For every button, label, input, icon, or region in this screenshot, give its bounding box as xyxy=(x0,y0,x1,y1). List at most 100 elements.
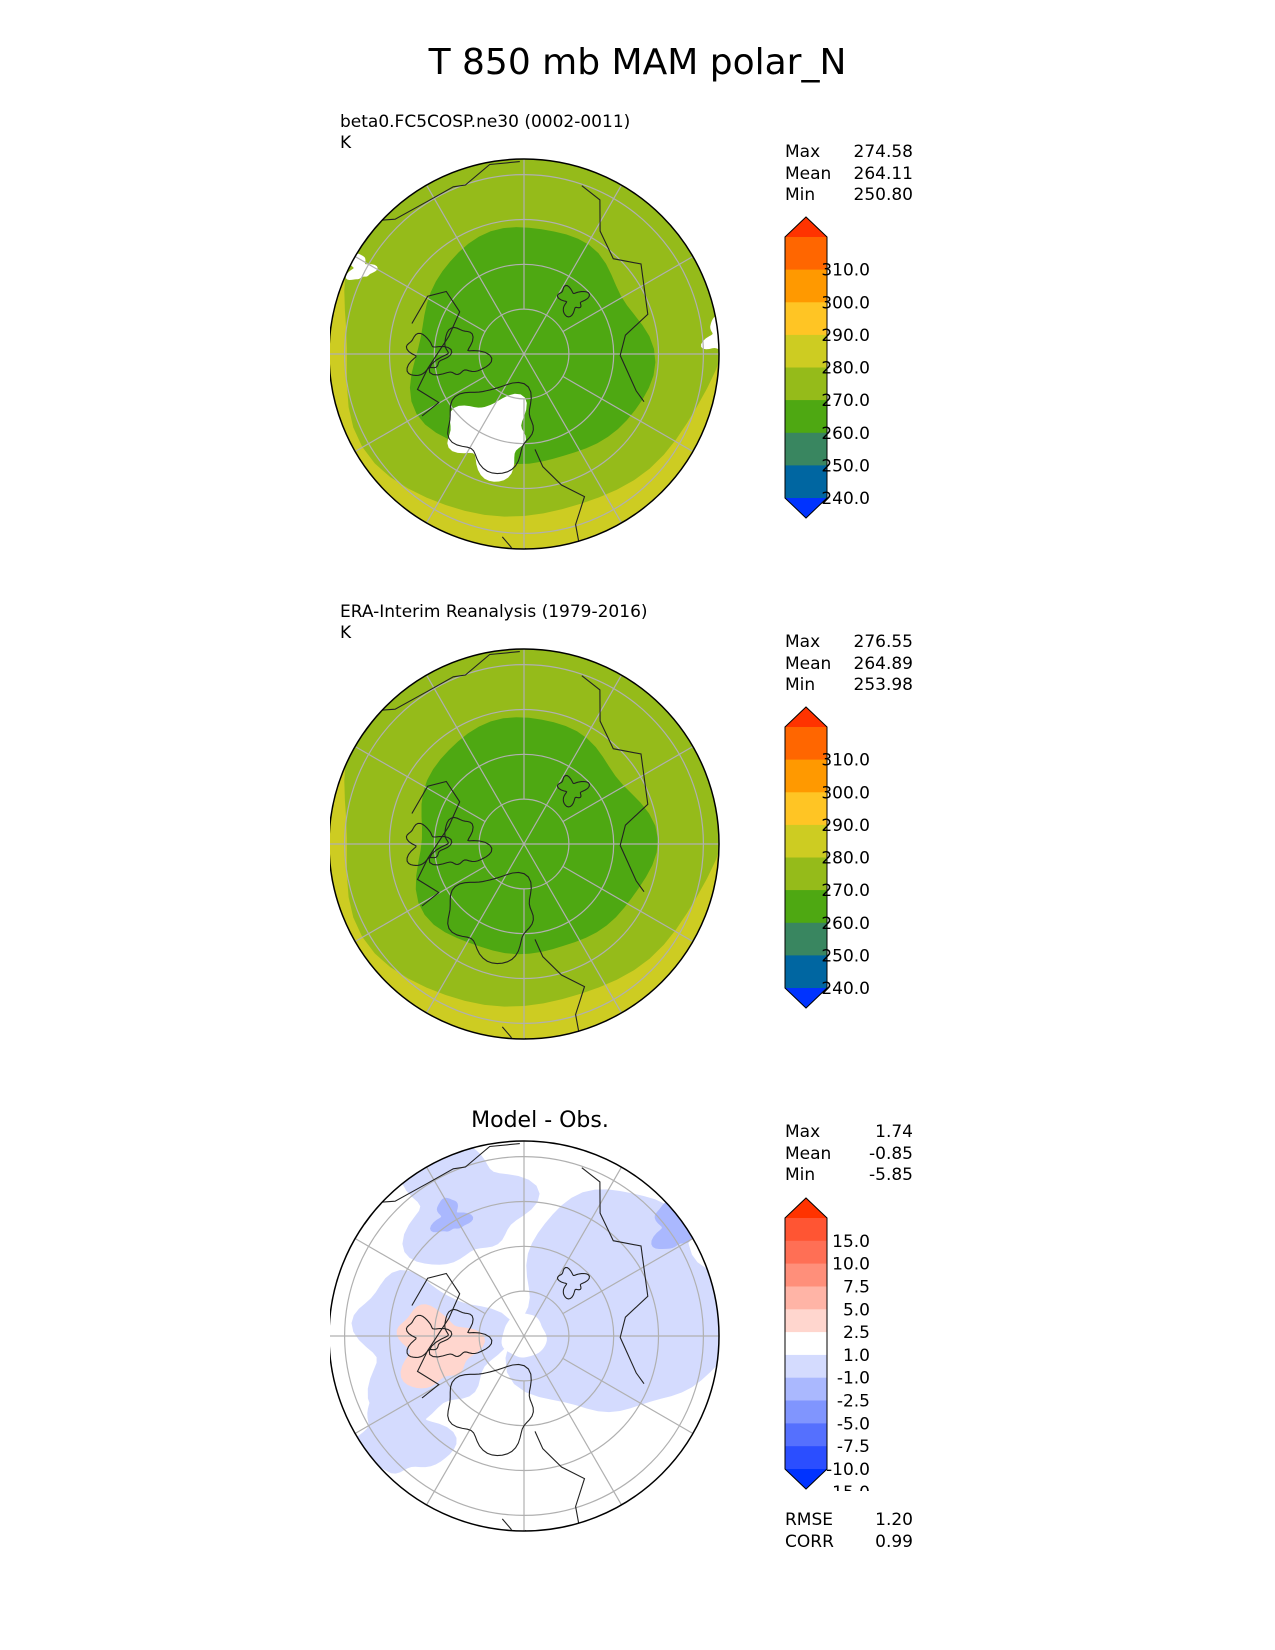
stat-max-value: 274.58 xyxy=(853,142,913,162)
colorbar-tick-label: 240.0 xyxy=(821,979,870,999)
colorbar-segment xyxy=(785,1240,827,1265)
siberia-coastline xyxy=(581,1167,649,1385)
stat-max-label: Max xyxy=(785,632,821,652)
panel3-map-fields xyxy=(330,1140,720,1532)
siberia-coastline xyxy=(581,185,649,403)
colorbar-tick-label: 260.0 xyxy=(821,914,870,934)
arctic-islands-coastline xyxy=(428,326,493,376)
stat-mean-value: 264.11 xyxy=(853,163,913,184)
arctic-islands-coastline xyxy=(428,816,493,866)
meridian-line xyxy=(425,674,503,806)
greenland-coastline xyxy=(447,1363,534,1457)
stat-mean-value: 264.89 xyxy=(853,653,913,674)
rmse-value: 1.20 xyxy=(875,1510,913,1530)
europe-coastline xyxy=(534,449,586,549)
colorbar-segment xyxy=(785,432,827,466)
corr-label: CORR xyxy=(785,1531,834,1552)
colorbar-tick-label: 250.0 xyxy=(821,456,870,476)
arctic-islands-coastline xyxy=(405,1314,453,1358)
meridian-line xyxy=(562,745,694,823)
meridian-line xyxy=(425,392,503,524)
britain-coastline xyxy=(501,1518,527,1531)
map-boundary xyxy=(330,158,720,550)
meridian-line xyxy=(562,1357,694,1435)
negative-region xyxy=(505,1189,719,1413)
colorbar-segment xyxy=(785,1400,827,1424)
stat-min-label: Min xyxy=(785,185,816,205)
meridian-line xyxy=(425,184,503,316)
meridian-line xyxy=(523,804,547,845)
colorbar-top-extension xyxy=(785,217,827,237)
colorbar-tick-label: 1.0 xyxy=(843,1346,870,1366)
colorbar-segment xyxy=(785,302,827,336)
colorbar-segment xyxy=(785,759,827,793)
missing-greenland xyxy=(447,393,527,482)
colorbar-segment xyxy=(785,824,827,858)
stat-mean-label: Mean xyxy=(785,653,832,674)
greenland-coastline xyxy=(447,871,534,965)
panel1-stats: Max 274.58 Mean 264.11 Min 250.80 xyxy=(785,142,913,207)
panel1-case-name: beta0.FC5COSP.ne30 (0002-0011) xyxy=(340,112,631,132)
colorbar-outline xyxy=(784,1197,828,1490)
meridian-line xyxy=(501,804,525,845)
meridian-line xyxy=(501,1335,525,1376)
stat-mean-value: -0.85 xyxy=(869,1143,913,1164)
colorbar-segment xyxy=(785,1423,827,1447)
colorbar-tick-label: 310.0 xyxy=(821,751,870,771)
greenland-coastline xyxy=(447,381,534,475)
panel2-label: ERA-Interim Reanalysis (1979-2016) K xyxy=(340,602,648,644)
meridian-line xyxy=(562,375,694,453)
colorbar-segment xyxy=(785,1377,827,1401)
colorbar-segment xyxy=(785,1332,827,1356)
field-layer xyxy=(330,649,719,1039)
colorbar-tick-label: 270.0 xyxy=(821,391,870,411)
arctic-islands-coastline xyxy=(557,284,590,318)
colorbar-tick-label: 310.0 xyxy=(821,261,870,281)
meridian-line xyxy=(425,882,503,1014)
panel3-title: Model - Obs. xyxy=(471,1108,609,1133)
meridian-line xyxy=(523,314,547,355)
colorbar-tick-label: -10.0 xyxy=(826,1460,870,1480)
meridian-line xyxy=(562,1237,694,1315)
colorbar-tick-label: 290.0 xyxy=(821,816,870,836)
colorbar-segment xyxy=(785,1309,827,1333)
negative-region xyxy=(344,1380,457,1474)
meridian-line xyxy=(523,1296,547,1337)
panel1-colorbar: 310.0 300.0 290.0 280.0 270.0 260.0 250.0 240.0… xyxy=(784,216,870,519)
colorbar-top-extension xyxy=(785,707,827,727)
panel2-colorbar: 310.0 300.0 290.0 280.0 270.0 260.0 250.0 240.0… xyxy=(784,706,870,1009)
field-layer xyxy=(330,1141,719,1531)
stat-mean-label: Mean xyxy=(785,163,832,184)
missing-asia xyxy=(701,315,719,350)
colorbar-tick-label: 300.0 xyxy=(821,293,870,313)
rmse-label: RMSE xyxy=(785,1510,834,1530)
field-layer xyxy=(330,159,719,549)
panel1-polar-map xyxy=(330,158,720,550)
stat-min-value: 253.98 xyxy=(853,675,913,695)
meridian-line xyxy=(523,1335,547,1376)
corr-value: 0.99 xyxy=(875,1531,913,1552)
stat-min-value: -5.85 xyxy=(869,1165,913,1185)
strong-negative-region xyxy=(430,1197,474,1233)
stat-max-label: Max xyxy=(785,142,821,162)
coastlines xyxy=(364,161,649,549)
meridian-line xyxy=(354,1237,486,1315)
meridian-line xyxy=(562,255,694,333)
colorbar-segment xyxy=(785,857,827,891)
meridian-line xyxy=(501,353,525,394)
colorbar-tick-label: -15.0 xyxy=(826,1483,870,1491)
colorbar-segment xyxy=(785,400,827,434)
colorbar-segment xyxy=(785,922,827,956)
panel1-map-fields xyxy=(330,158,720,550)
colorbar-top-extension xyxy=(785,1198,827,1218)
coastlines xyxy=(364,651,649,1039)
panel2-stats: Max 276.55 Mean 264.89 Min 253.98 xyxy=(785,632,913,697)
meridian-line xyxy=(425,1374,503,1506)
meridian-line xyxy=(425,1166,503,1298)
panel2-case-name: ERA-Interim Reanalysis (1979-2016) xyxy=(340,602,648,622)
panel3-stats: Max 1.74 Mean -0.85 Min -5.85 xyxy=(785,1122,913,1187)
colorbar-bottom-extension xyxy=(785,1469,827,1489)
stat-min-label: Min xyxy=(785,1165,816,1185)
canada-coastline xyxy=(411,1272,461,1399)
meridian-line xyxy=(501,843,525,884)
